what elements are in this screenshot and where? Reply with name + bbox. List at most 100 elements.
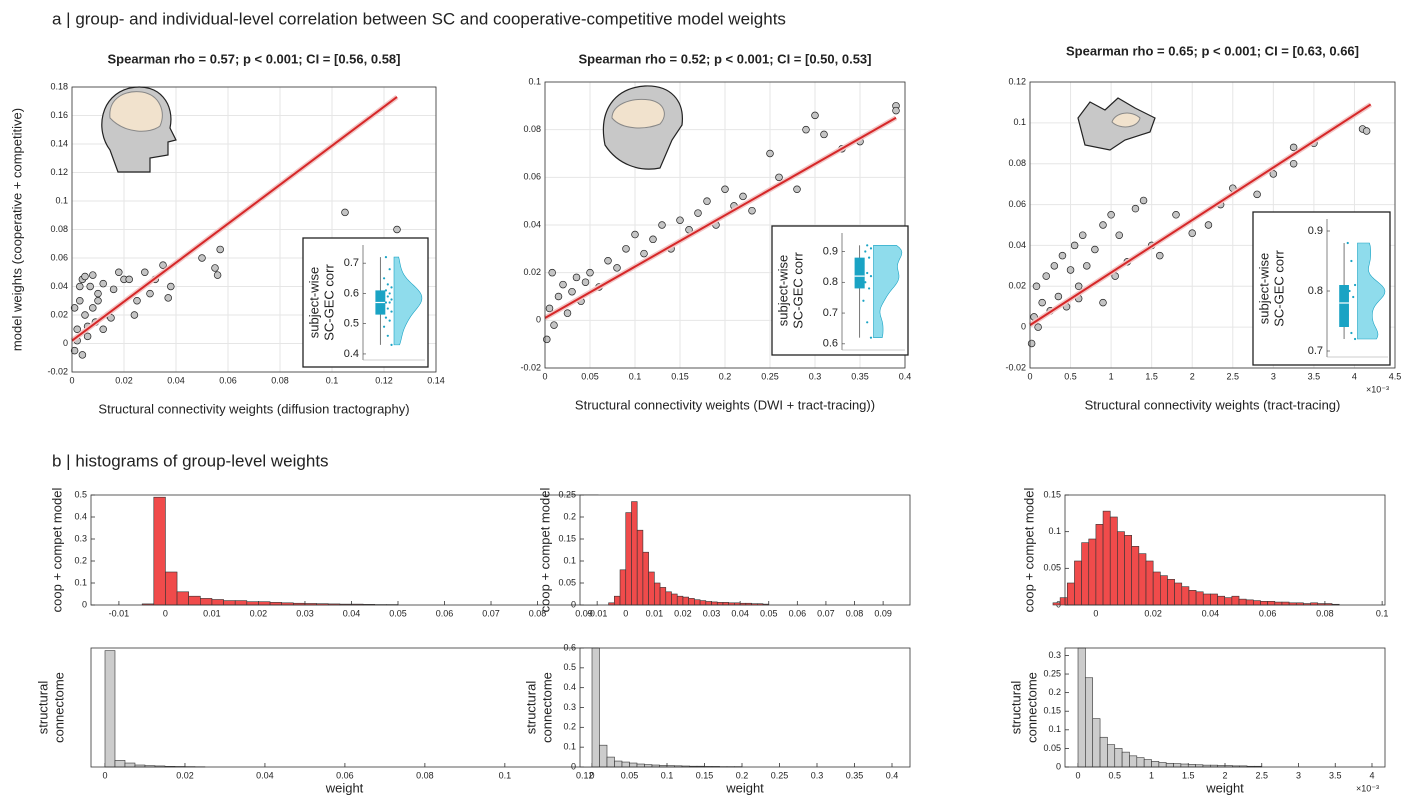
chart-title: Spearman rho = 0.52; p < 0.001; CI = [0.… <box>578 51 871 66</box>
bar <box>1231 595 1240 606</box>
bar <box>659 587 667 606</box>
point <box>1353 337 1357 341</box>
x-tick-label: 4.5 <box>1389 371 1402 381</box>
point <box>94 289 102 298</box>
point <box>1352 295 1355 299</box>
x-tick-label: 1 <box>1109 371 1114 381</box>
y-tick-label: 0.25 <box>1043 668 1061 678</box>
bar <box>1210 593 1218 606</box>
x-tick-label: 2 <box>1222 770 1227 780</box>
y-tick-label: 0.04 <box>50 281 68 291</box>
bar <box>1267 601 1276 606</box>
y-axis-label: coop + compet model <box>49 488 64 613</box>
y-axis-label: coop + compet model <box>1021 488 1036 613</box>
inset-y-label: SC-GEC corr <box>1271 250 1286 327</box>
point <box>548 268 556 277</box>
y-tick-label: 0.1 <box>74 577 87 587</box>
bar <box>705 601 712 606</box>
bar <box>124 762 136 768</box>
bar <box>1088 538 1097 606</box>
axis-multiplier: ×10⁻³ <box>1366 384 1389 394</box>
point <box>1346 313 1349 317</box>
bar <box>1095 524 1104 606</box>
point <box>1070 241 1079 250</box>
x-tick-label: 4 <box>1369 770 1374 780</box>
bar <box>1165 762 1174 768</box>
y-axis-label: structural <box>35 681 50 735</box>
bar <box>104 650 116 768</box>
bar <box>234 600 248 606</box>
y-tick-label: 0.7 <box>344 257 359 269</box>
plot-area <box>1065 648 1385 767</box>
bar <box>1081 542 1090 606</box>
y-tick-label: 0 <box>536 315 541 325</box>
point <box>70 304 79 312</box>
bar <box>1114 748 1123 768</box>
bar <box>711 601 718 606</box>
point <box>559 280 567 289</box>
bar <box>699 600 707 606</box>
point <box>1172 211 1180 219</box>
x-tick-label: 0.06 <box>219 375 237 385</box>
point <box>81 272 89 281</box>
y-tick-label: 0.1 <box>563 555 576 565</box>
x-tick-label: 0.05 <box>389 608 407 618</box>
y-tick-label: 0.08 <box>1008 158 1026 168</box>
y-tick-label: 0.16 <box>50 110 68 120</box>
y-tick-label: -0.02 <box>47 366 68 376</box>
x-tick-label: 0.5 <box>1108 770 1121 780</box>
x-axis-label: weight <box>725 780 764 795</box>
y-tick-label: 0.05 <box>1043 743 1061 753</box>
x-tick-label: 0.05 <box>760 608 778 618</box>
bar <box>1202 593 1211 606</box>
x-tick-label: 0.08 <box>416 770 434 780</box>
y-tick-label: 0.5 <box>344 318 359 330</box>
y-tick-label: 0.1 <box>1013 117 1026 127</box>
point <box>554 292 563 301</box>
y-tick-label: 0.8 <box>1308 285 1323 297</box>
x-tick-label: 3 <box>1296 770 1301 780</box>
y-tick-label: 0.8 <box>823 276 838 288</box>
x-tick-label: 3.5 <box>1308 371 1321 381</box>
point <box>1091 245 1099 254</box>
point <box>820 130 828 139</box>
point <box>146 289 154 298</box>
y-tick-label: 0.4 <box>344 348 359 360</box>
point <box>640 249 648 258</box>
x-tick-label: 0.02 <box>1144 608 1162 618</box>
y-tick-label: 0.1 <box>55 195 68 205</box>
bar <box>1102 510 1111 606</box>
y-tick-label: 0.02 <box>523 267 541 277</box>
point <box>703 197 711 205</box>
y-axis-label: connectome <box>539 672 554 743</box>
x-tick-label: -0.01 <box>587 608 608 618</box>
x-tick-label: 0.03 <box>703 608 721 618</box>
bar <box>1260 601 1268 606</box>
x-tick-label: 0.06 <box>789 608 807 618</box>
x-tick-label: 0.12 <box>576 770 594 780</box>
plot-frame <box>1064 494 1386 606</box>
violin <box>873 245 903 338</box>
y-tick-label: 0 <box>63 338 68 348</box>
y-tick-label: 0.12 <box>1008 76 1026 86</box>
point <box>76 282 84 291</box>
x-tick-label: 0.15 <box>671 371 689 381</box>
point <box>1054 292 1063 301</box>
y-tick-label: 0.08 <box>50 224 68 234</box>
y-tick-label: 0.6 <box>563 642 576 652</box>
point <box>869 336 873 339</box>
bar <box>1253 600 1261 606</box>
y-tick-label: 0.1 <box>563 742 576 752</box>
y-tick-label: 0.9 <box>1308 225 1323 237</box>
y-tick-label: 0.3 <box>74 533 87 543</box>
bar <box>1107 744 1116 768</box>
bar <box>1224 597 1233 606</box>
point <box>382 277 386 280</box>
inset-y-label: subject-wise <box>306 267 321 339</box>
chart-title: Spearman rho = 0.65; p < 0.001; CI = [0.… <box>1066 43 1359 58</box>
point <box>76 297 84 305</box>
point <box>390 298 393 301</box>
inset-y-label: subject-wise <box>775 255 790 327</box>
point <box>1099 221 1107 229</box>
x-tick-label: 0 <box>1027 371 1032 381</box>
